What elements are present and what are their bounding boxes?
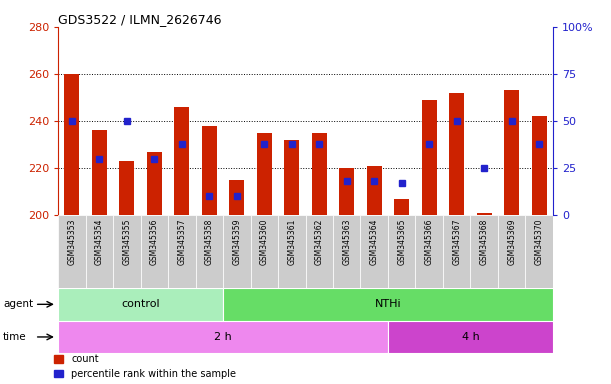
- Text: GSM345365: GSM345365: [397, 219, 406, 265]
- Bar: [284, 140, 299, 215]
- Text: GSM345369: GSM345369: [507, 219, 516, 265]
- Bar: [415, 215, 443, 288]
- Bar: [394, 199, 409, 215]
- Text: GSM345362: GSM345362: [315, 219, 324, 265]
- Bar: [141, 215, 168, 288]
- Bar: [388, 321, 553, 353]
- Bar: [223, 288, 553, 321]
- Bar: [229, 180, 244, 215]
- Bar: [367, 166, 382, 215]
- Bar: [312, 133, 327, 215]
- Text: agent: agent: [3, 299, 33, 310]
- Text: GSM345366: GSM345366: [425, 219, 434, 265]
- Bar: [470, 215, 498, 288]
- Bar: [223, 215, 251, 288]
- Bar: [202, 126, 217, 215]
- Text: 2 h: 2 h: [214, 332, 232, 342]
- Bar: [504, 90, 519, 215]
- Bar: [525, 215, 553, 288]
- Text: GSM345355: GSM345355: [122, 219, 131, 265]
- Bar: [58, 215, 86, 288]
- Text: NTHi: NTHi: [375, 299, 401, 310]
- Text: GSM345354: GSM345354: [95, 219, 104, 265]
- Text: GSM345356: GSM345356: [150, 219, 159, 265]
- Bar: [532, 116, 547, 215]
- Text: GSM345364: GSM345364: [370, 219, 379, 265]
- Bar: [360, 215, 388, 288]
- Bar: [257, 133, 272, 215]
- Bar: [92, 130, 107, 215]
- Text: time: time: [3, 332, 27, 342]
- Bar: [113, 215, 141, 288]
- Bar: [422, 100, 437, 215]
- Bar: [477, 213, 492, 215]
- Bar: [443, 215, 470, 288]
- Bar: [251, 215, 278, 288]
- Bar: [58, 288, 223, 321]
- Bar: [278, 215, 306, 288]
- Text: GDS3522 / ILMN_2626746: GDS3522 / ILMN_2626746: [58, 13, 222, 26]
- Bar: [147, 152, 162, 215]
- Bar: [498, 215, 525, 288]
- Text: GSM345353: GSM345353: [67, 219, 76, 265]
- Bar: [86, 215, 113, 288]
- Bar: [388, 215, 415, 288]
- Bar: [306, 215, 333, 288]
- Bar: [174, 107, 189, 215]
- Bar: [168, 215, 196, 288]
- Bar: [339, 168, 354, 215]
- Bar: [333, 215, 360, 288]
- Bar: [119, 161, 134, 215]
- Text: 4 h: 4 h: [461, 332, 480, 342]
- Bar: [64, 74, 79, 215]
- Text: GSM345360: GSM345360: [260, 219, 269, 265]
- Text: GSM345367: GSM345367: [452, 219, 461, 265]
- Text: GSM345357: GSM345357: [177, 219, 186, 265]
- Bar: [196, 215, 223, 288]
- Text: GSM345368: GSM345368: [480, 219, 489, 265]
- Text: GSM345363: GSM345363: [342, 219, 351, 265]
- Text: control: control: [121, 299, 160, 310]
- Bar: [449, 93, 464, 215]
- Legend: count, percentile rank within the sample: count, percentile rank within the sample: [54, 354, 236, 379]
- Text: GSM345361: GSM345361: [287, 219, 296, 265]
- Bar: [58, 321, 388, 353]
- Text: GSM345358: GSM345358: [205, 219, 214, 265]
- Text: GSM345370: GSM345370: [535, 219, 544, 265]
- Text: GSM345359: GSM345359: [232, 219, 241, 265]
